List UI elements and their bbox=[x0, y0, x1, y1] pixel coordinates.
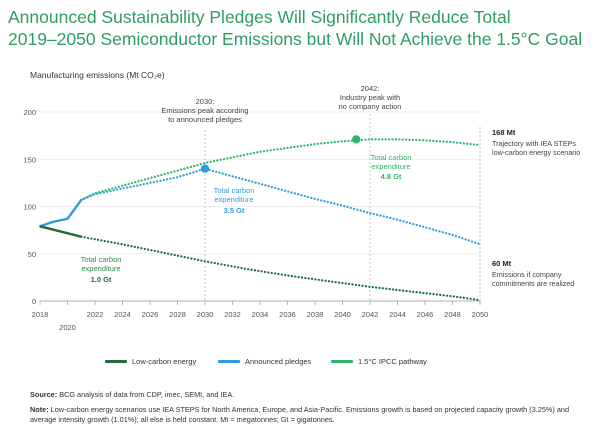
title-line-1: Announced Sustainability Pledges Will Si… bbox=[8, 7, 511, 27]
peak-marker bbox=[352, 135, 361, 144]
legend-label-pledges: Announced pledges bbox=[245, 357, 312, 366]
legend-swatch-ipcc bbox=[331, 360, 353, 363]
legend-item-ipcc: 1.5°C IPCC pathway bbox=[331, 357, 427, 366]
expenditure-blue-line2: expenditure bbox=[214, 195, 253, 204]
expenditure-dark-line2: expenditure bbox=[81, 264, 120, 273]
y-tick-label: 100 bbox=[23, 203, 36, 212]
x-tick-label: 2030 bbox=[197, 310, 214, 319]
annotation-2030-line1: Emissions peak according bbox=[161, 106, 248, 115]
note-body: Low-carbon energy scenarios use IEA STEP… bbox=[30, 405, 570, 424]
y-tick-label: 150 bbox=[23, 155, 36, 164]
x-tick-label: 2034 bbox=[252, 310, 269, 319]
series-line-0 bbox=[38, 138, 482, 228]
note-text: Note: Low-carbon energy scenarios use IE… bbox=[30, 405, 590, 425]
y-tick-label: 200 bbox=[23, 108, 36, 117]
expenditure-green-value: 4.8 Gt bbox=[381, 172, 402, 181]
source-label: Source: bbox=[30, 390, 58, 399]
right-label-bottom-line2: commitments are realized bbox=[492, 279, 574, 288]
expenditure-blue-line1: Total carbon bbox=[214, 186, 255, 195]
x-tick-label: 2032 bbox=[224, 310, 241, 319]
legend-item-low-carbon: Low-carbon energy bbox=[105, 357, 196, 366]
x-tick-label: 2026 bbox=[142, 310, 159, 319]
history-line bbox=[39, 199, 83, 228]
source-text: Source: BCG analysis of data from CDP, i… bbox=[30, 390, 234, 399]
x-tick-label: 2046 bbox=[417, 310, 434, 319]
source-body: BCG analysis of data from CDP, imec, SEM… bbox=[57, 390, 235, 399]
right-label-top-value: 168 Mt bbox=[492, 128, 516, 137]
legend-swatch-pledges bbox=[218, 360, 240, 363]
expenditure-dark-line1: Total carbon bbox=[81, 255, 122, 264]
legend-label-ipcc: 1.5°C IPCC pathway bbox=[358, 357, 427, 366]
right-label-bottom-line1: Emissions if company bbox=[492, 270, 562, 279]
x-tick-label: 2024 bbox=[114, 310, 131, 319]
right-label-bottom-value: 60 Mt bbox=[492, 259, 512, 268]
y-tick-label: 0 bbox=[32, 297, 36, 306]
expenditure-blue-value: 3.5 Gt bbox=[224, 206, 245, 215]
x-tick-label: 2048 bbox=[444, 310, 461, 319]
expenditure-dark-value: 1.0 Gt bbox=[91, 275, 112, 284]
expenditure-green-line2: expenditure bbox=[371, 162, 410, 171]
series-lines bbox=[38, 138, 482, 302]
legend-item-pledges: Announced pledges bbox=[218, 357, 311, 366]
peak-marker bbox=[200, 164, 210, 173]
x-tick-label: 2038 bbox=[307, 310, 324, 319]
series-line-2 bbox=[80, 235, 482, 302]
annotation-2030-year: 2030: bbox=[196, 97, 215, 106]
x-tick-label: 2050 bbox=[472, 310, 489, 319]
legend-label-low-carbon: Low-carbon energy bbox=[132, 357, 197, 366]
expenditure-green-line1: Total carbon bbox=[371, 153, 412, 162]
annotation-2042-line2: no company action bbox=[339, 102, 402, 111]
y-axis-title: Manufacturing emissions (Mt CO₂e) bbox=[30, 70, 165, 80]
markers bbox=[200, 135, 361, 173]
chart-title: Announced Sustainability Pledges Will Si… bbox=[8, 6, 598, 50]
right-label-top-line1: Trajectory with IEA STEPs bbox=[492, 139, 576, 148]
y-tick-label: 50 bbox=[28, 250, 36, 259]
x-tick-label: 2020 bbox=[59, 323, 76, 332]
series-line-1 bbox=[80, 167, 482, 246]
x-tick-label: 2042 bbox=[362, 310, 379, 319]
title-line-2: 2019–2050 Semiconductor Emissions but Wi… bbox=[8, 29, 583, 49]
x-tick-label: 2036 bbox=[279, 310, 296, 319]
x-tick-label: 2018 bbox=[32, 310, 49, 319]
x-tick-label: 2022 bbox=[87, 310, 104, 319]
history-low-line bbox=[39, 225, 82, 238]
annotation-2042-line1: Industry peak with bbox=[340, 93, 400, 102]
right-label-top-line2: low-carbon energy scenario bbox=[492, 148, 580, 157]
annotation-2042-year: 2042: bbox=[361, 84, 380, 93]
x-tick-label: 2028 bbox=[169, 310, 186, 319]
x-tick-label: 2040 bbox=[334, 310, 351, 319]
note-label: Note: bbox=[30, 405, 49, 414]
legend-swatch-low-carbon bbox=[105, 360, 127, 363]
annotation-2030-line2: to announced pledges bbox=[168, 115, 242, 124]
axis-ticks: 0 50 100 150 200 2018 2022 2024 2026 2028 2030 2032… bbox=[23, 108, 488, 332]
x-tick-label: 2044 bbox=[389, 310, 406, 319]
